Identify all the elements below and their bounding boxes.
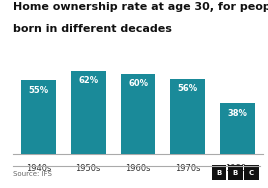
Text: 38%: 38% xyxy=(228,108,248,118)
Text: C: C xyxy=(249,170,254,176)
Text: born in different decades: born in different decades xyxy=(13,24,172,34)
Text: 56%: 56% xyxy=(178,84,198,93)
Text: 55%: 55% xyxy=(28,86,49,95)
Bar xyxy=(21,80,56,154)
Bar xyxy=(121,74,155,154)
Bar xyxy=(170,79,205,154)
Text: Home ownership rate at age 30, for people: Home ownership rate at age 30, for peopl… xyxy=(13,2,268,12)
Text: Source: IFS: Source: IFS xyxy=(13,171,52,177)
Text: 62%: 62% xyxy=(78,76,98,85)
Bar xyxy=(220,103,255,154)
Text: B: B xyxy=(233,170,238,176)
Bar xyxy=(71,71,106,154)
Text: 60%: 60% xyxy=(128,79,148,88)
Text: B: B xyxy=(217,170,222,176)
